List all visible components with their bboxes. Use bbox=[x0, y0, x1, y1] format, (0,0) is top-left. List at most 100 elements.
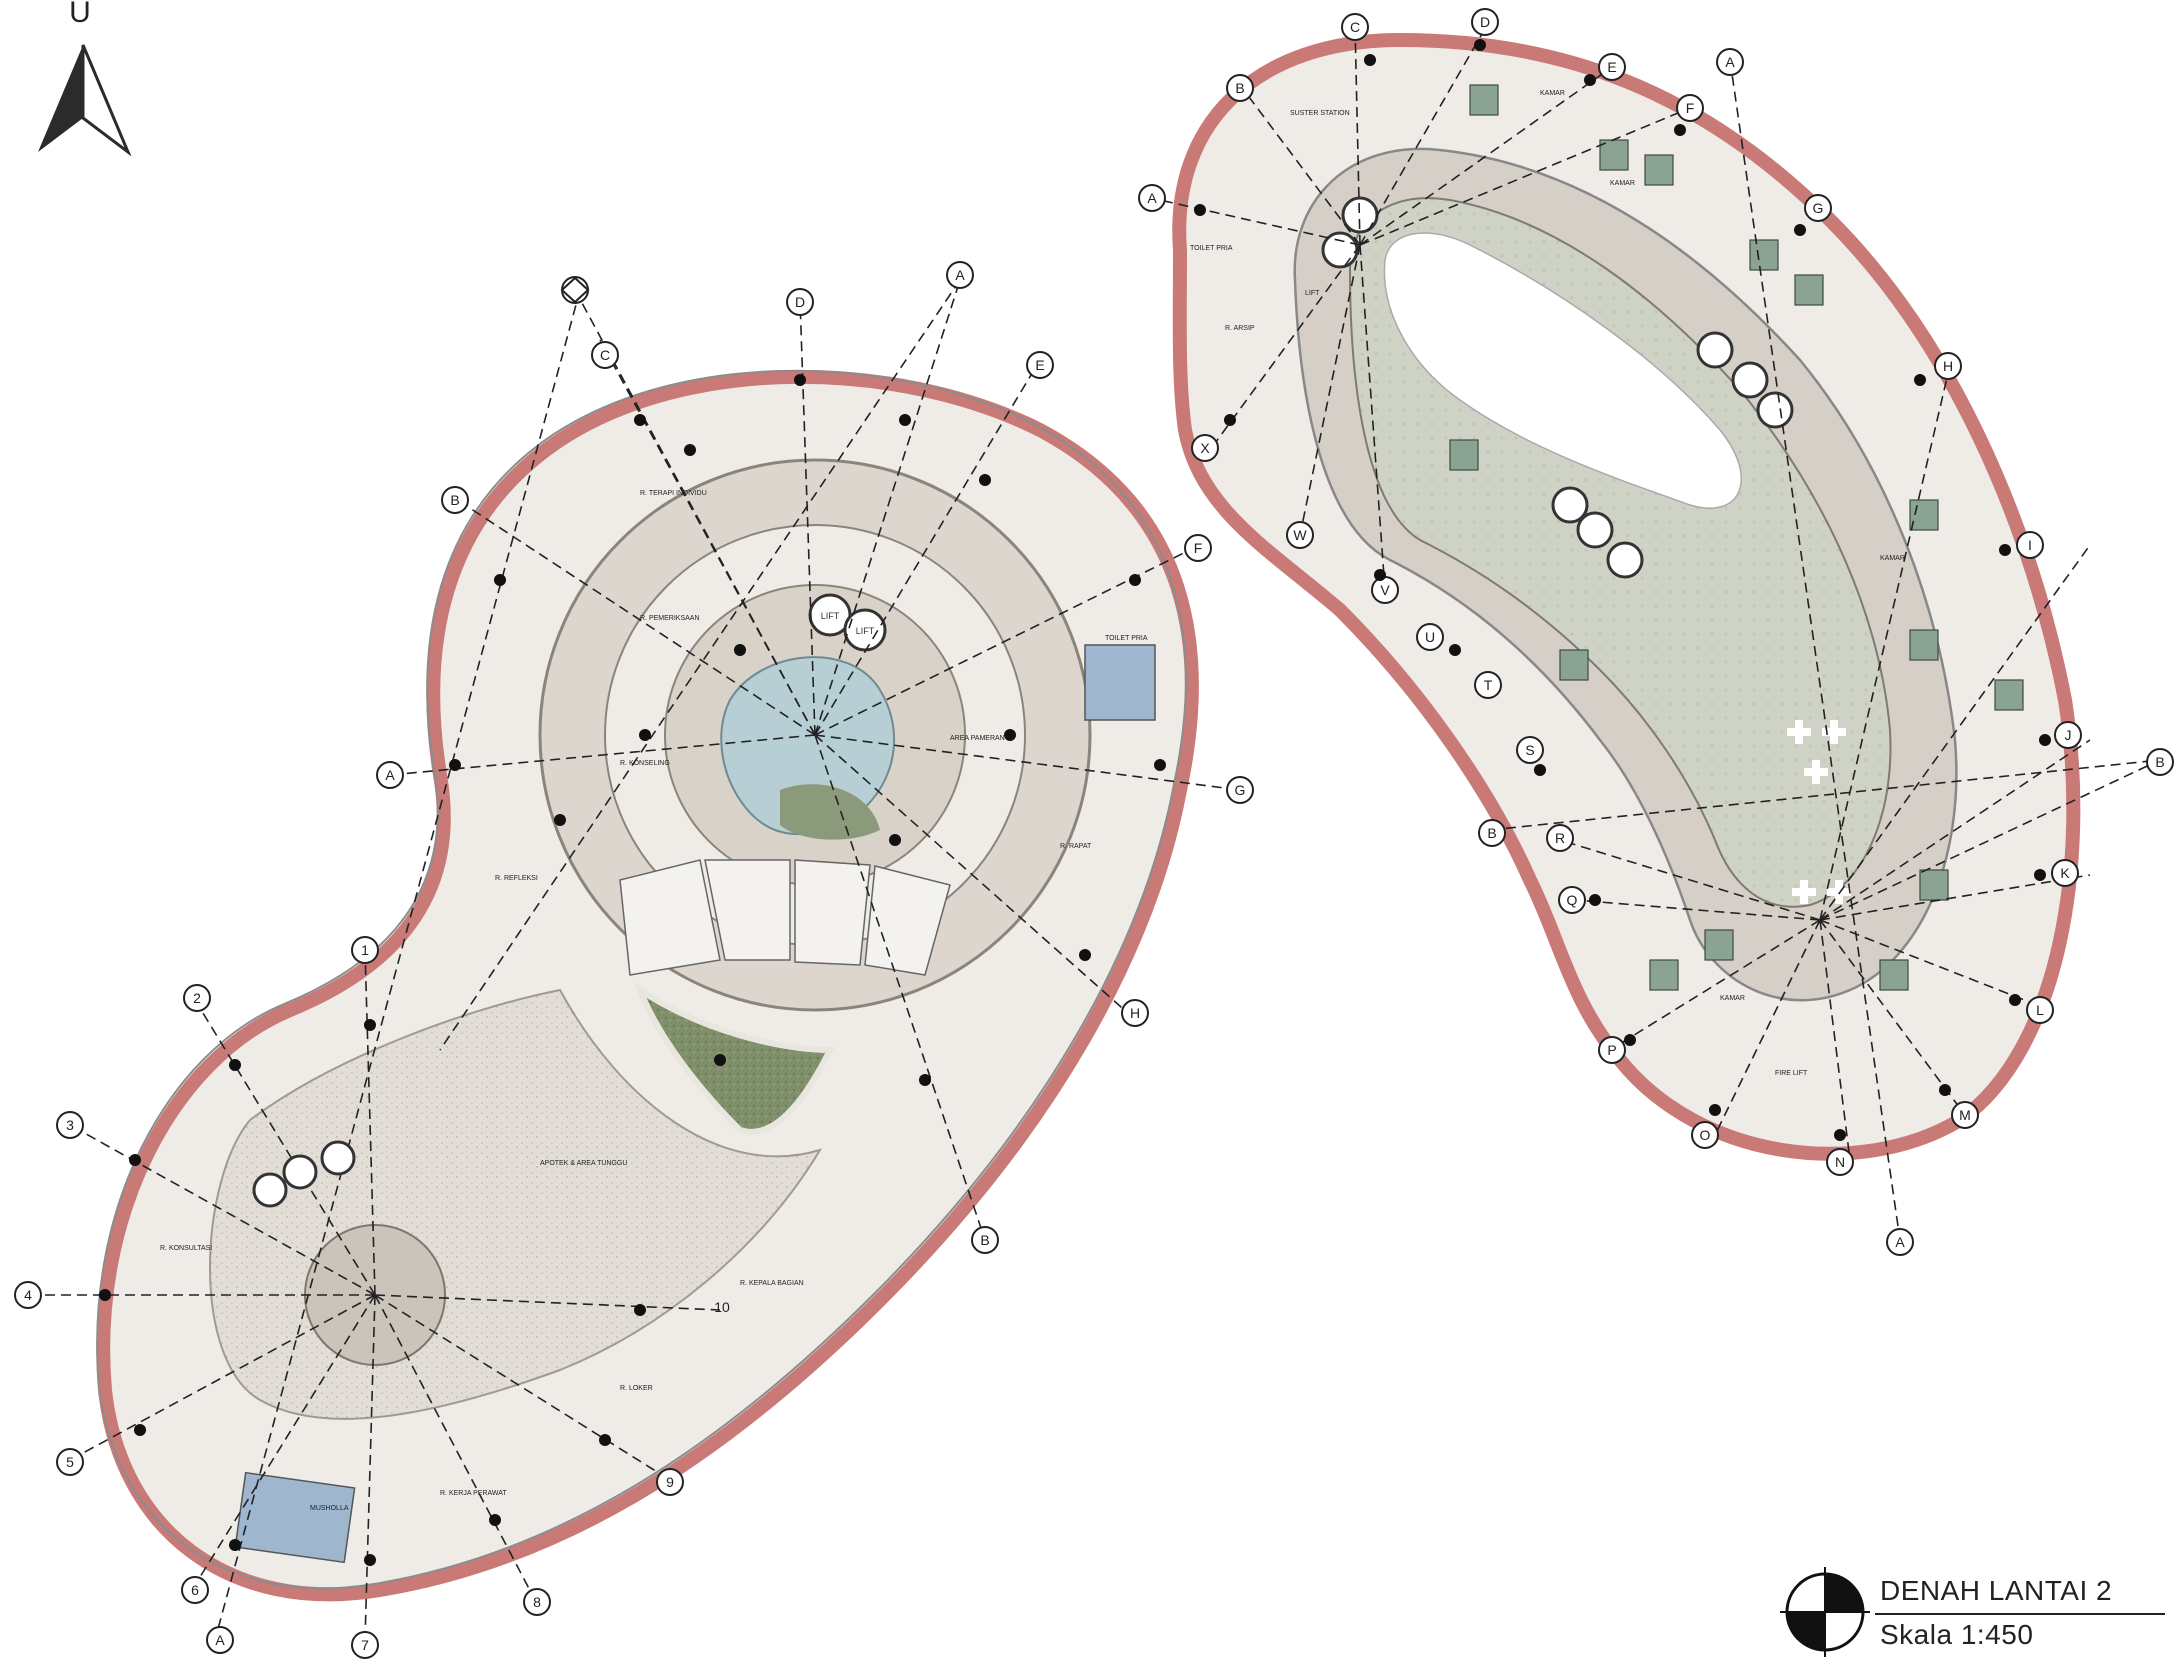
svg-text:LIFT: LIFT bbox=[1305, 290, 1320, 297]
rgrid-M: M bbox=[1951, 1101, 1979, 1129]
svg-text:APOTEK & AREA TUNGGU: APOTEK & AREA TUNGGU bbox=[540, 1160, 627, 1167]
north-arrow: U bbox=[38, 0, 132, 157]
svg-text:B: B bbox=[1235, 80, 1244, 96]
svg-text:R. KONSELING: R. KONSELING bbox=[620, 760, 670, 767]
svg-text:G: G bbox=[1813, 200, 1824, 216]
svg-text:7: 7 bbox=[361, 1637, 369, 1653]
left-building: LIFT LIFT bbox=[14, 261, 1254, 1659]
svg-text:LIFT: LIFT bbox=[821, 611, 840, 621]
svg-text:1: 1 bbox=[361, 942, 369, 958]
left-toilet-south bbox=[234, 1471, 356, 1564]
grid-bubble-8: 8 bbox=[523, 1588, 551, 1616]
section-markers bbox=[560, 276, 590, 304]
rgrid-R: R bbox=[1546, 824, 1574, 852]
svg-text:FIRE LIFT: FIRE LIFT bbox=[1775, 1070, 1808, 1077]
rgrid-V: V bbox=[1371, 576, 1399, 604]
rgrid-K: K bbox=[2051, 859, 2079, 887]
svg-text:A: A bbox=[215, 1632, 225, 1648]
svg-text:5: 5 bbox=[66, 1454, 74, 1470]
svg-text:TOILET PRIA: TOILET PRIA bbox=[1105, 635, 1148, 642]
right-grid-bubbles: A C D B A E F G H I J B K L M N O P Q R … bbox=[1138, 8, 2174, 1256]
svg-text:C: C bbox=[1350, 19, 1360, 35]
svg-text:D: D bbox=[1480, 14, 1490, 30]
svg-text:KAMAR: KAMAR bbox=[1540, 90, 1565, 97]
rgrid-Q: Q bbox=[1558, 886, 1586, 914]
north-symbol-icon bbox=[1780, 1567, 1870, 1657]
right-column-dots bbox=[1194, 39, 2051, 1141]
rgrid-X: X bbox=[1191, 434, 1219, 462]
svg-text:M: M bbox=[1959, 1107, 1971, 1123]
svg-text:A: A bbox=[1147, 190, 1157, 206]
svg-text:R. PEMERIKSAAN: R. PEMERIKSAAN bbox=[640, 615, 700, 622]
svg-text:J: J bbox=[2065, 727, 2072, 743]
svg-text:Q: Q bbox=[1567, 892, 1578, 908]
grid-bubble-6: 6 bbox=[181, 1576, 209, 1604]
svg-text:LIFT: LIFT bbox=[856, 626, 875, 636]
svg-text:8: 8 bbox=[533, 1594, 541, 1610]
right-building: A C D B A E F G H I J B K L M N O P Q R … bbox=[1138, 8, 2174, 1256]
svg-text:3: 3 bbox=[66, 1117, 74, 1133]
left-group-therapy-rooms bbox=[619, 859, 951, 976]
grid-bubble-E: E bbox=[1026, 351, 1054, 379]
grid-bubble-A-left: A bbox=[376, 761, 404, 789]
left-garden bbox=[633, 982, 835, 1135]
grid-bubble-7: 7 bbox=[351, 1631, 379, 1659]
left-column-dots bbox=[99, 374, 1166, 1566]
svg-text:4: 4 bbox=[24, 1287, 32, 1303]
grid-bubble-A-bottom: A bbox=[206, 1626, 234, 1654]
grid-bubble-9: 9 bbox=[656, 1468, 684, 1496]
svg-text:F: F bbox=[1194, 540, 1203, 556]
rgrid-G: G bbox=[1804, 194, 1832, 222]
svg-text:R. KONSULTASI: R. KONSULTASI bbox=[160, 1245, 212, 1252]
right-lift-group bbox=[1321, 196, 1794, 579]
svg-text:D: D bbox=[795, 294, 805, 310]
rgrid-A: A bbox=[1138, 184, 1166, 212]
svg-text:R. ARSIP: R. ARSIP bbox=[1225, 325, 1255, 332]
grid-bubble-1: 1 bbox=[351, 936, 379, 964]
svg-text:2: 2 bbox=[193, 990, 201, 1006]
grid-bubble-G: G bbox=[1226, 776, 1254, 804]
svg-text:B: B bbox=[450, 492, 459, 508]
grid-bubble-C: C bbox=[591, 341, 619, 369]
svg-text:R. KERJA PERAWAT: R. KERJA PERAWAT bbox=[440, 1490, 507, 1497]
grid-bubble-3: 3 bbox=[56, 1111, 84, 1139]
svg-text:AREA PAMERAN: AREA PAMERAN bbox=[950, 735, 1005, 742]
grid-bubble-H: H bbox=[1121, 999, 1149, 1027]
rgrid-O: O bbox=[1691, 1121, 1719, 1149]
svg-text:A: A bbox=[385, 767, 395, 783]
svg-text:KAMAR: KAMAR bbox=[1720, 995, 1745, 1002]
left-grid-bubbles: B C D A E F G H B B A A 1 2 3 4 5 6 7 8 … bbox=[14, 261, 1254, 1659]
svg-text:R. REFLEKSI: R. REFLEKSI bbox=[495, 875, 538, 882]
title-divider bbox=[1875, 1613, 2165, 1615]
left-radial-grid bbox=[30, 279, 1241, 1641]
rgrid-F: F bbox=[1676, 94, 1704, 122]
rgrid-E: E bbox=[1598, 53, 1626, 81]
svg-text:R. TERAPI INDIVIDU: R. TERAPI INDIVIDU bbox=[640, 490, 707, 497]
rgrid-B-mid: B bbox=[1478, 819, 1506, 847]
svg-text:R: R bbox=[1555, 830, 1565, 846]
north-label: U bbox=[69, 0, 91, 29]
rgrid-L: L bbox=[2026, 996, 2054, 1024]
grid-bubble-B-left: B bbox=[441, 486, 469, 514]
svg-text:I: I bbox=[2028, 537, 2032, 553]
svg-text:C: C bbox=[600, 347, 610, 363]
svg-text:E: E bbox=[1607, 59, 1616, 75]
svg-text:B: B bbox=[980, 1232, 989, 1248]
svg-text:R. RAPAT: R. RAPAT bbox=[1060, 843, 1092, 850]
svg-text:A: A bbox=[955, 267, 965, 283]
rgrid-H: H bbox=[1934, 352, 1962, 380]
svg-text:R. KEPALA BAGIAN: R. KEPALA BAGIAN bbox=[740, 1280, 804, 1287]
svg-text:G: G bbox=[1235, 782, 1246, 798]
rgrid-I: I bbox=[2016, 531, 2044, 559]
svg-text:KAMAR: KAMAR bbox=[1610, 180, 1635, 187]
rgrid-J: J bbox=[2054, 721, 2082, 749]
right-ward-bathrooms bbox=[1449, 84, 2024, 991]
svg-text:H: H bbox=[1130, 1005, 1140, 1021]
grid-bubble-F: F bbox=[1184, 534, 1212, 562]
title-block: DENAH LANTAI 2 Skala 1:450 bbox=[1780, 1567, 2170, 1657]
svg-text:A: A bbox=[1725, 54, 1735, 70]
svg-text:P: P bbox=[1607, 1042, 1616, 1058]
svg-text:V: V bbox=[1380, 582, 1390, 598]
drawing-title: DENAH LANTAI 2 bbox=[1880, 1575, 2113, 1606]
svg-text:F: F bbox=[1686, 100, 1695, 116]
